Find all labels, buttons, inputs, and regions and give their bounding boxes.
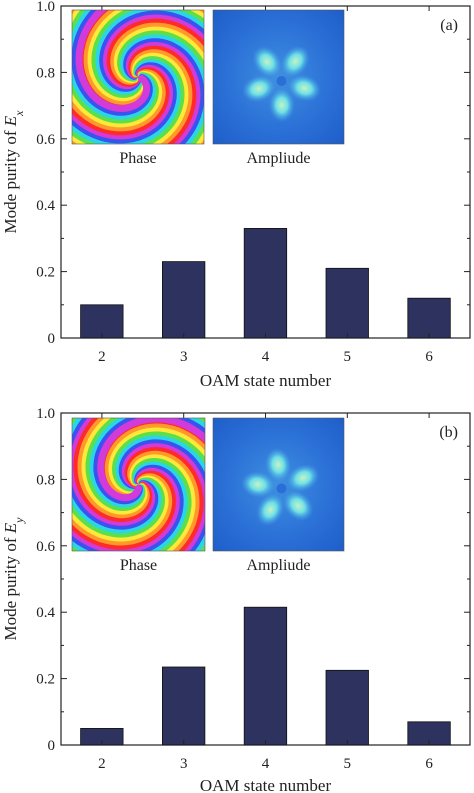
inset-caption: Ampliude bbox=[247, 557, 311, 574]
bar bbox=[80, 304, 124, 339]
panel-label: (b) bbox=[439, 424, 458, 441]
amplitude-inset-image bbox=[212, 417, 345, 552]
bar bbox=[243, 227, 288, 339]
bar bbox=[161, 666, 206, 746]
bar bbox=[407, 297, 451, 339]
bar bbox=[325, 267, 369, 339]
x-tick-label: 3 bbox=[180, 756, 188, 772]
y-tick-label: 1.0 bbox=[36, 0, 55, 15]
chart-panel: 0 0.2 0.4 0.6 0.8 1.0 2 3 4 5 6 OAM state number Mod… bbox=[1, 0, 471, 390]
inset-border bbox=[212, 417, 345, 552]
y-tick-label: 1.0 bbox=[36, 406, 55, 422]
y-tick-label: 0.8 bbox=[36, 65, 55, 81]
inset-caption: Ampliude bbox=[247, 150, 311, 167]
y-tick-label: 0.8 bbox=[36, 472, 55, 488]
x-tick-label: 2 bbox=[98, 756, 106, 772]
y-tick-label: 0 bbox=[48, 331, 56, 347]
y-tick-label: 0.2 bbox=[36, 672, 55, 688]
x-tick-label: 5 bbox=[344, 349, 352, 365]
y-tick-label: 0.4 bbox=[36, 605, 55, 621]
y-tick-label: 0.4 bbox=[36, 198, 55, 214]
inset-border bbox=[212, 9, 345, 145]
inset-border bbox=[71, 417, 206, 552]
y-axis-label: Mode purity of Ex bbox=[1, 110, 26, 234]
x-tick-label: 4 bbox=[262, 349, 270, 365]
phase-inset-image bbox=[71, 417, 206, 552]
x-tick-label: 5 bbox=[344, 756, 352, 772]
x-tick-label: 6 bbox=[425, 349, 433, 365]
x-tick-label: 3 bbox=[180, 349, 188, 365]
x-axis-label: OAM state number bbox=[200, 371, 332, 390]
x-tick-label: 6 bbox=[425, 756, 433, 772]
x-tick-label: 2 bbox=[98, 349, 106, 365]
x-tick-label: 4 bbox=[262, 756, 270, 772]
bar bbox=[243, 606, 288, 746]
chart-panel: 0 0.2 0.4 0.6 0.8 1.0 2 3 4 5 6 OAM state number Mod… bbox=[1, 406, 471, 793]
amplitude-inset-image bbox=[212, 9, 345, 145]
panel-label: (a) bbox=[440, 17, 458, 34]
x-axis-label: OAM state number bbox=[200, 776, 332, 793]
bar bbox=[161, 261, 206, 339]
phase-inset-image bbox=[71, 9, 205, 145]
bar bbox=[325, 669, 369, 746]
y-tick-label: 0.6 bbox=[36, 539, 55, 555]
inset-caption: Phase bbox=[120, 557, 157, 574]
y-tick-label: 0 bbox=[48, 738, 56, 754]
y-tick-label: 0.2 bbox=[36, 265, 55, 281]
inset-caption: Phase bbox=[119, 150, 156, 167]
y-tick-label: 0.6 bbox=[36, 132, 55, 148]
y-axis-label: Mode purity of Ey bbox=[1, 517, 26, 641]
inset-border bbox=[71, 9, 205, 145]
